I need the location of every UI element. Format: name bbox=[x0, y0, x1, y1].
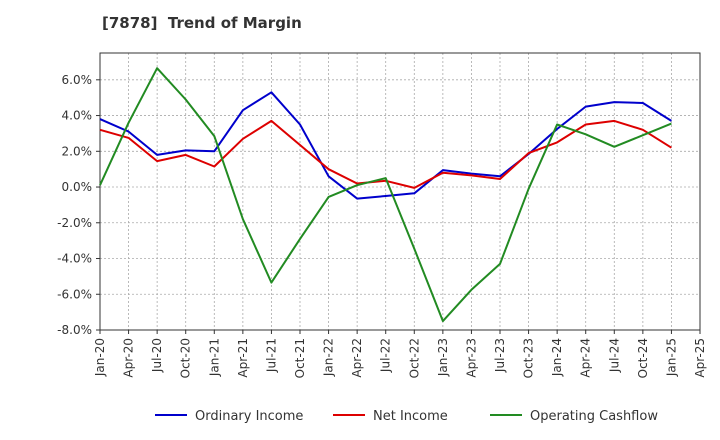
x-tick-label: Jan-20 bbox=[93, 338, 107, 377]
x-tick-label: Jul-24 bbox=[607, 338, 621, 373]
y-tick-label: 6.0% bbox=[62, 73, 93, 87]
x-axis-ticks: Jan-20 Apr-20 Jul-20 Oct-20 Jan-21 Apr-21 Jul-… bbox=[93, 330, 707, 378]
y-tick-label: 2.0% bbox=[62, 144, 93, 158]
x-tick-label: Apr-23 bbox=[464, 338, 478, 378]
y-tick-label: -4.0% bbox=[57, 252, 92, 266]
legend: Ordinary Income Net Income Operating Cashf… bbox=[155, 409, 658, 424]
y-tick-label: -6.0% bbox=[57, 287, 92, 301]
x-tick-label: Oct-23 bbox=[522, 338, 536, 378]
series-line-ordinary-income bbox=[99, 91, 672, 200]
legend-label: Net Income bbox=[373, 409, 448, 424]
x-tick-label: Apr-20 bbox=[122, 338, 136, 378]
plot-frame bbox=[99, 52, 701, 331]
series-lines bbox=[99, 67, 672, 323]
x-tick-label: Jul-22 bbox=[379, 338, 393, 373]
x-tick-label: Jul-21 bbox=[264, 338, 278, 373]
x-tick-label: Apr-22 bbox=[350, 338, 364, 378]
y-tick-label: -8.0% bbox=[57, 323, 92, 337]
x-tick-label: Apr-24 bbox=[579, 338, 593, 378]
x-tick-label: Jan-23 bbox=[436, 338, 450, 377]
legend-label: Ordinary Income bbox=[195, 409, 303, 424]
x-tick-label: Jan-24 bbox=[550, 338, 564, 377]
x-tick-label: Oct-21 bbox=[293, 338, 307, 378]
y-axis-ticks: 6.0% 4.0% 2.0% 0.0% -2.0% -4.0% -6.0% -8.0% bbox=[57, 73, 100, 337]
y-tick-label: 4.0% bbox=[62, 109, 93, 123]
x-tick-label: Oct-24 bbox=[636, 338, 650, 378]
x-tick-label: Oct-20 bbox=[179, 338, 193, 378]
x-tick-label: Jul-23 bbox=[493, 338, 507, 373]
grid-lines bbox=[100, 53, 700, 331]
x-tick-label: Apr-25 bbox=[693, 338, 707, 378]
y-tick-label: -2.0% bbox=[57, 216, 92, 230]
x-tick-label: Oct-22 bbox=[407, 338, 421, 378]
x-tick-label: Apr-21 bbox=[236, 338, 250, 378]
chart-title: [7878] Trend of Margin bbox=[102, 14, 302, 32]
series-line-operating-cashflow bbox=[99, 67, 672, 323]
x-tick-label: Jan-21 bbox=[207, 338, 221, 377]
y-tick-label: 0.0% bbox=[62, 180, 93, 194]
x-tick-label: Jan-22 bbox=[322, 338, 336, 377]
x-tick-label: Jan-25 bbox=[664, 338, 678, 377]
legend-label: Operating Cashflow bbox=[530, 409, 658, 424]
x-tick-label: Jul-20 bbox=[150, 338, 164, 373]
